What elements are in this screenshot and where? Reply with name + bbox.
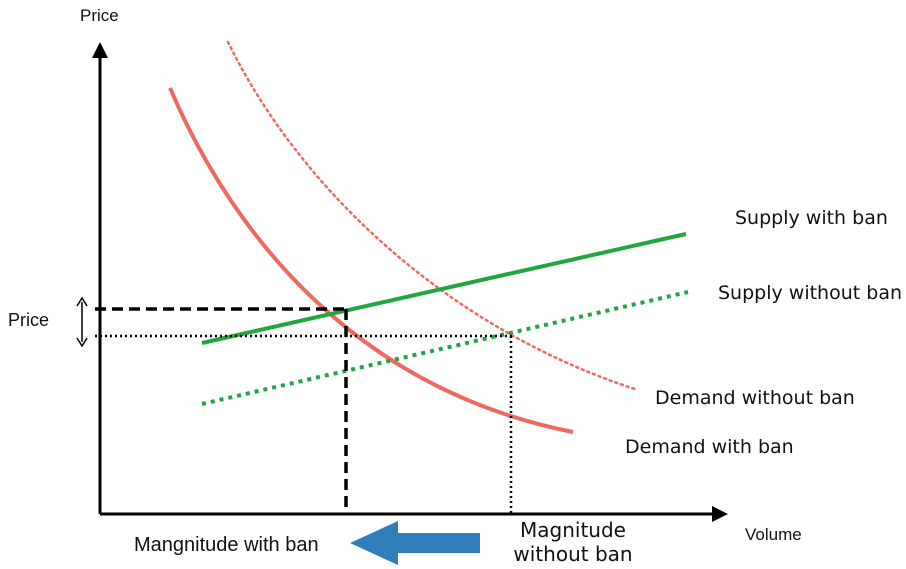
price-change-label: Price [8,310,50,330]
supply-without-ban-line [201,290,689,406]
demand-with-ban-curve [168,87,574,434]
x-axis-arrowhead [712,506,728,522]
magnitude-without-ban-line1: Magnitude [520,518,626,542]
supply-without-ban-label: Supply without ban [718,282,902,304]
y-axis-title: Price [80,6,119,25]
demand-without-ban-label: Demand without ban [655,387,855,409]
magnitude-with-ban-label: Mangnitude with ban [134,534,319,556]
supply-with-ban-label: Supply with ban [735,207,888,229]
shift-left-arrow [350,521,480,565]
price-change-double-arrow [76,296,88,348]
demand-without-ban-curve [226,40,640,392]
demand-with-ban-label: Demand with ban [625,436,794,458]
magnitude-without-ban-label: Magnitude without ban [498,518,648,566]
x-axis-title: Volume [745,525,802,544]
y-axis-arrowhead [92,42,108,58]
magnitude-without-ban-line2: without ban [513,542,633,566]
supply-with-ban-line [201,232,687,345]
